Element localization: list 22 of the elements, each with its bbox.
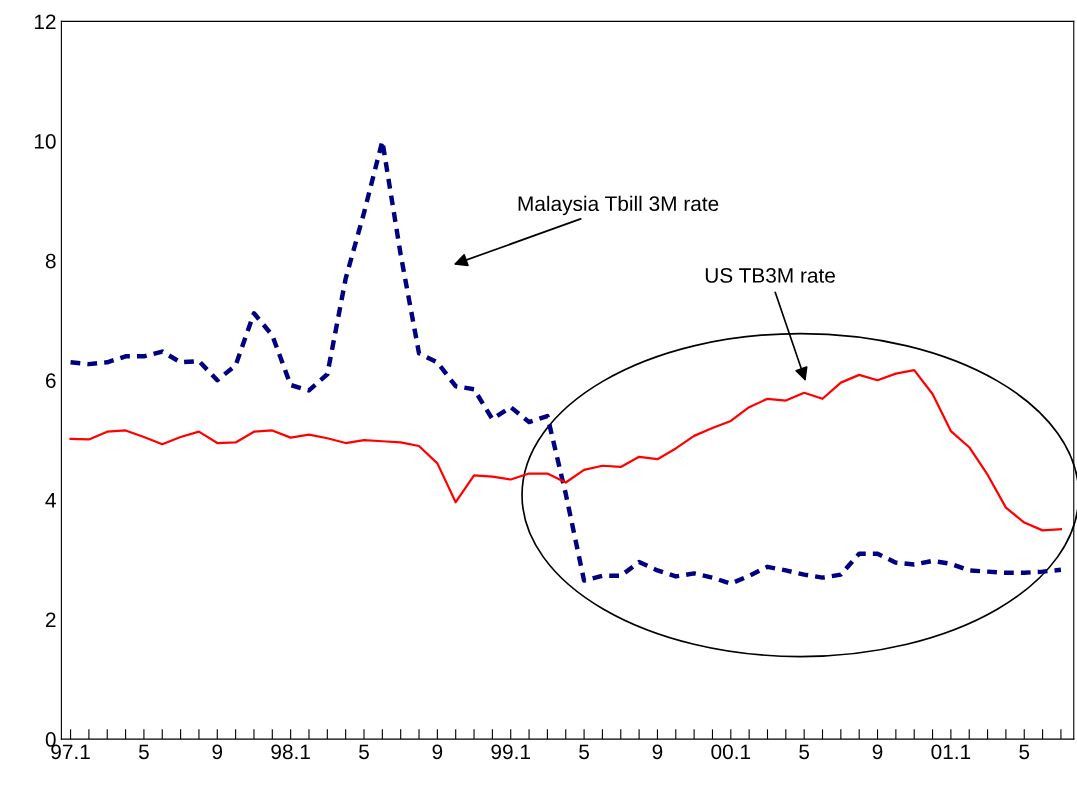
annotation: US TB3M rate	[705, 268, 835, 283]
line-series	[69, 368, 1063, 532]
x-tick-label: 00.1	[711, 744, 751, 760]
x-tick-label: 99.1	[491, 744, 530, 760]
annotation: Malaysia Tbill 3M rate	[518, 195, 719, 216]
x-tick-label: 5	[1019, 744, 1030, 760]
y-tick-label: 8	[45, 253, 56, 269]
x-tick-label: 5	[359, 744, 369, 760]
y-tick-label: 12	[34, 14, 56, 29]
x-tick-label: 98.1	[271, 744, 310, 760]
y-tick-label: 10	[34, 134, 56, 149]
x-tick-label: 9	[432, 744, 443, 760]
x-tick-label: 9	[872, 744, 883, 760]
x-tick-label: 9	[652, 744, 663, 760]
x-tick-label: 5	[138, 744, 149, 760]
x-tick-label: 5	[579, 744, 590, 760]
y-tick-label: 6	[46, 373, 56, 388]
x-tick-label: 01.1	[931, 744, 971, 760]
y-tick-label: 2	[45, 612, 56, 628]
x-tick-label: 5	[799, 744, 810, 760]
x-tick-label: 9	[212, 744, 223, 760]
y-tick-label: 4	[45, 493, 56, 508]
